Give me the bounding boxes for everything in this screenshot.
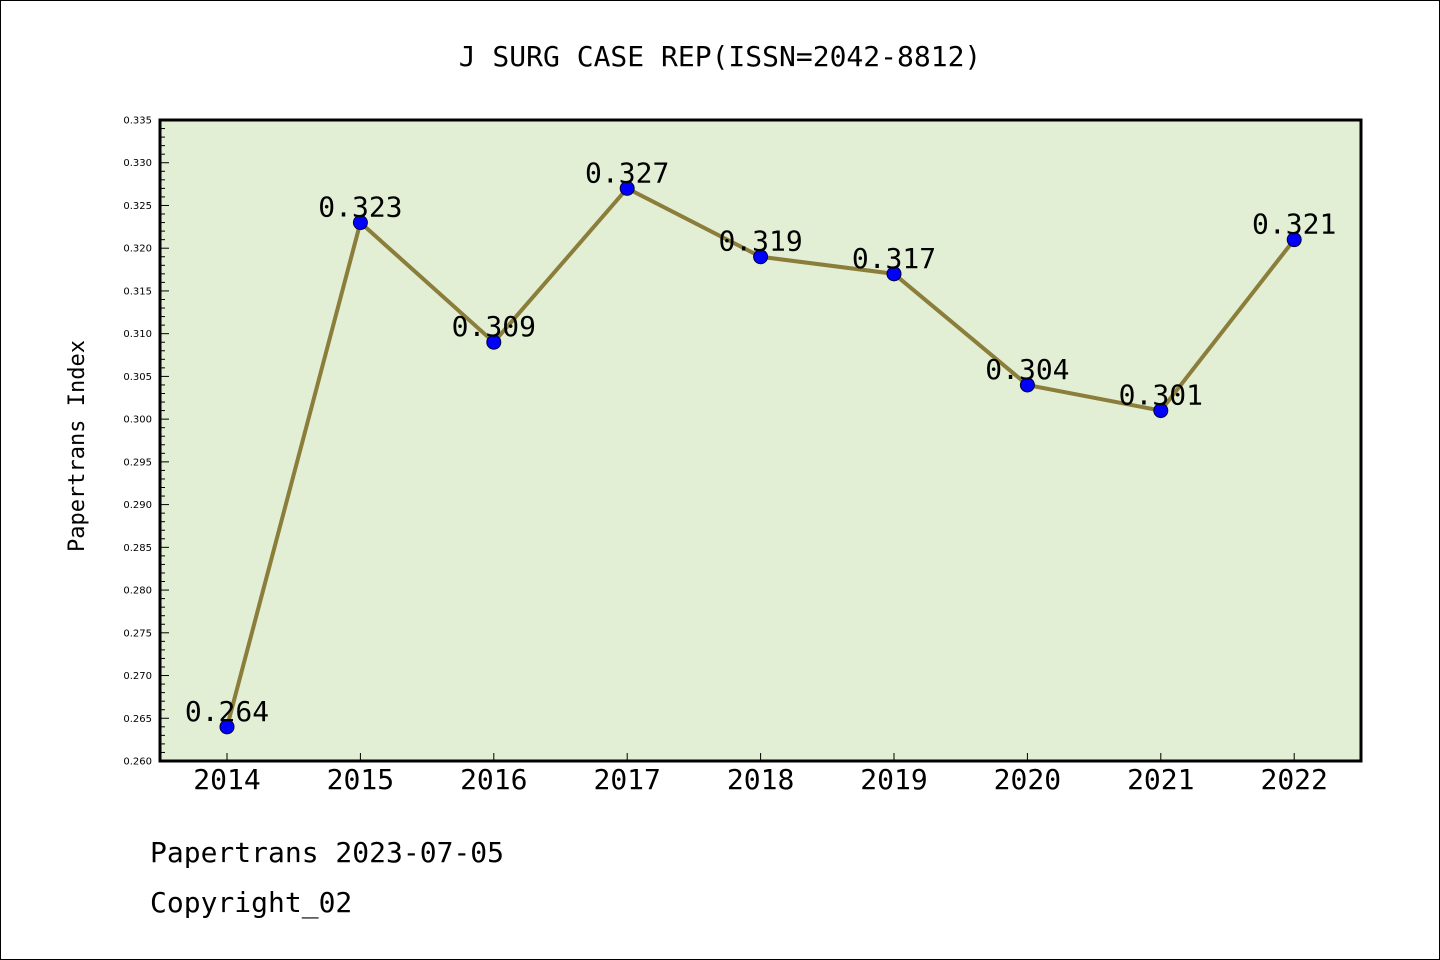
data-point bbox=[1286, 232, 1302, 248]
y-tick-label: 0.280 bbox=[123, 586, 152, 597]
data-label: 0.309 bbox=[452, 310, 536, 343]
data-label: 0.301 bbox=[1119, 379, 1203, 412]
x-tick-label: 2014 bbox=[193, 763, 260, 796]
x-tick-label: 2016 bbox=[460, 763, 527, 796]
data-point bbox=[352, 215, 368, 231]
y-tick-label: 0.310 bbox=[123, 329, 152, 340]
y-tick-label: 0.315 bbox=[123, 286, 152, 297]
data-point bbox=[1153, 403, 1169, 419]
y-tick-label: 0.290 bbox=[123, 500, 152, 511]
data-label: 0.321 bbox=[1252, 208, 1336, 241]
data-point bbox=[619, 180, 635, 196]
footer-date: Papertrans 2023-07-05 bbox=[150, 836, 505, 869]
y-axis-ticks: 0.260 0.265 0.270 0.275 0.280 0.285 0.290 0.295… bbox=[123, 116, 169, 768]
data-label: 0.323 bbox=[318, 191, 402, 224]
x-tick-label: 2020 bbox=[994, 763, 1061, 796]
y-tick-label: 0.300 bbox=[123, 415, 152, 426]
data-label: 0.304 bbox=[985, 353, 1069, 386]
y-tick-label: 0.330 bbox=[123, 158, 152, 169]
y-tick-label: 0.260 bbox=[123, 757, 152, 768]
y-tick-label: 0.275 bbox=[123, 628, 152, 639]
y-tick-label: 0.320 bbox=[123, 244, 152, 255]
y-tick-label: 0.335 bbox=[123, 116, 152, 127]
y-tick-label: 0.285 bbox=[123, 543, 152, 554]
y-tick-label: 0.270 bbox=[123, 671, 152, 682]
x-tick-label: 2019 bbox=[860, 763, 927, 796]
x-tick-label: 2018 bbox=[727, 763, 794, 796]
y-tick-label: 0.305 bbox=[123, 372, 152, 383]
plot-border bbox=[158, 118, 1363, 763]
data-label: 0.264 bbox=[185, 695, 269, 728]
x-tick-label: 2022 bbox=[1260, 763, 1327, 796]
x-axis-ticks: 2014 2015 2016 2017 2018 2019 2020 2021 2022 bbox=[193, 753, 1328, 796]
y-tick-label: 0.325 bbox=[123, 201, 152, 212]
data-point bbox=[886, 266, 902, 282]
x-tick-label: 2015 bbox=[327, 763, 394, 796]
y-tick-label: 0.295 bbox=[123, 457, 152, 468]
data-label: 0.319 bbox=[718, 225, 802, 258]
chart-title: J SURG CASE REP(ISSN=2042-8812) bbox=[459, 40, 982, 73]
data-point bbox=[486, 334, 502, 350]
data-label: 0.327 bbox=[585, 156, 669, 189]
y-axis-label: Papertrans Index bbox=[65, 340, 90, 552]
data-point bbox=[219, 719, 235, 735]
y-tick-label: 0.265 bbox=[123, 714, 152, 725]
x-tick-label: 2021 bbox=[1127, 763, 1194, 796]
footer-copyright: Copyright_02 bbox=[150, 886, 353, 919]
x-tick-label: 2017 bbox=[593, 763, 660, 796]
data-label: 0.317 bbox=[852, 242, 936, 275]
data-points bbox=[219, 180, 1302, 735]
data-point bbox=[753, 249, 769, 265]
data-point bbox=[1019, 377, 1035, 393]
data-labels: 0.264 0.323 0.309 0.327 0.319 0.317 0.304 0.301… bbox=[185, 156, 1336, 727]
